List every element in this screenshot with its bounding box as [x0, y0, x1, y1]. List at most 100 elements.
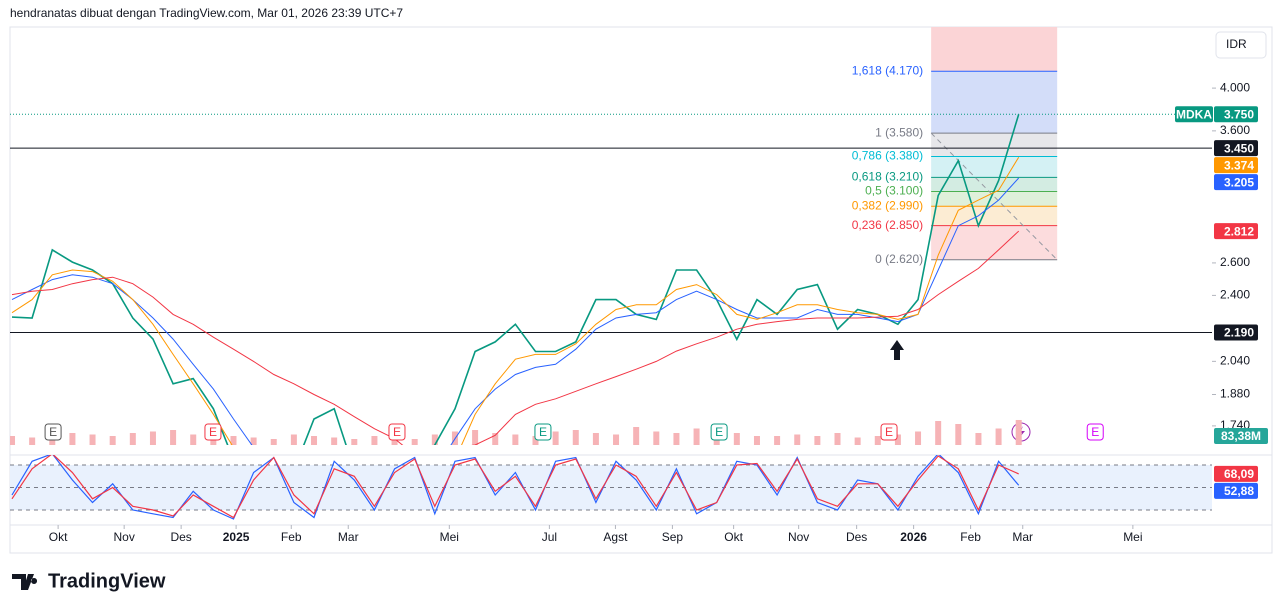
logo — [12, 574, 38, 590]
volume-bar — [633, 427, 640, 445]
volume-bar — [794, 434, 801, 445]
x-tick-label: Mei — [440, 530, 459, 544]
volume-bar — [250, 437, 257, 445]
header: hendranatas dibuat dengan TradingView.co… — [10, 6, 403, 20]
volume-bar — [331, 437, 338, 445]
price-label: 3.205 — [1224, 175, 1254, 189]
fib-zone — [931, 191, 1058, 207]
price-label-box — [1214, 157, 1258, 174]
moving-average — [11, 177, 1020, 445]
volume-bar — [894, 434, 901, 445]
volume-bar — [653, 431, 660, 445]
volume-bar — [1015, 419, 1022, 445]
volume-bar — [149, 431, 156, 445]
volume-bar — [774, 436, 781, 445]
event-icon — [388, 423, 406, 441]
fib-label: 0 (2.620) — [875, 252, 923, 266]
price-label: 2.812 — [1224, 224, 1254, 238]
volume-bar — [270, 439, 277, 445]
fib-zone — [931, 133, 1058, 157]
y-tick-label: 2.400 — [1220, 288, 1250, 302]
y-tick-label: 2.040 — [1220, 354, 1250, 368]
symbol-box — [1175, 106, 1213, 123]
volume-bar — [492, 433, 499, 445]
x-tick-label: Nov — [113, 530, 134, 544]
event-icon — [534, 423, 552, 441]
y-tick-label: 2.600 — [1220, 255, 1250, 269]
event-label: E — [1091, 425, 1099, 439]
stoch-label-box — [1214, 482, 1258, 499]
volume-bar — [29, 437, 36, 445]
volume-bar — [371, 436, 378, 445]
volume-bar — [955, 424, 962, 445]
price-label: 2.190 — [1224, 326, 1254, 340]
fib-zone — [931, 206, 1058, 226]
event-icon — [880, 423, 898, 441]
price-label-box — [1214, 106, 1258, 123]
stoch-label: 68,09 — [1224, 467, 1254, 481]
fib-label: 0,382 (2.990) — [852, 198, 923, 212]
volume-bar — [10, 436, 16, 445]
volume-bar — [230, 436, 237, 445]
volume-bar — [572, 430, 579, 445]
volume-bar — [975, 433, 982, 445]
currency-box — [1215, 31, 1267, 59]
volume-bar — [190, 434, 197, 445]
stoch-label: 52,88 — [1224, 484, 1254, 498]
symbol-label: MDKA — [1176, 107, 1212, 121]
volume-bar — [874, 436, 881, 445]
price-line — [11, 114, 1020, 445]
price-label-box — [1214, 174, 1258, 191]
x-tick-label: Mei — [1123, 530, 1142, 544]
volume-bar — [693, 428, 700, 445]
fib-label: 0,5 (3.100) — [865, 184, 923, 198]
volume-bar — [935, 421, 942, 445]
event-icon — [204, 423, 222, 441]
fib-label: 1,618 (4.170) — [852, 63, 923, 77]
x-tick-label: Des — [846, 530, 867, 544]
x-tick-label: Mar — [1012, 530, 1033, 544]
stoch-label-box — [1214, 465, 1258, 482]
fib-label: 0,618 (3.210) — [852, 170, 923, 184]
volume-bar — [512, 434, 519, 445]
x-tick-label: Okt — [49, 530, 68, 544]
frame — [9, 26, 1273, 554]
price-label-box — [1214, 140, 1258, 157]
x-tick-label: Okt — [724, 530, 743, 544]
event-label: E — [539, 425, 547, 439]
price-label-box — [1214, 223, 1258, 240]
currency: IDR — [1226, 37, 1247, 51]
stoch-pane — [10, 455, 1212, 520]
price-label-box — [1214, 324, 1258, 341]
volume-bar — [915, 431, 922, 445]
volume-bar — [391, 437, 398, 445]
volume-label-box — [1214, 428, 1268, 444]
volume-bar — [834, 433, 841, 445]
volume-bar — [411, 439, 418, 445]
event-label: E — [715, 425, 723, 439]
event-label: E — [49, 425, 57, 439]
y-tick-label: 1.880 — [1220, 387, 1250, 401]
x-tick-label: Sep — [662, 530, 684, 544]
volume-bar — [129, 433, 136, 445]
volume-bar — [290, 434, 297, 445]
price-label: 3.450 — [1224, 141, 1254, 155]
volume-bar — [311, 436, 318, 445]
volume-bar — [673, 433, 680, 445]
moving-average — [11, 230, 1020, 445]
x-tick-label: Mar — [338, 530, 359, 544]
x-tick-label: Feb — [281, 530, 302, 544]
volume-bar — [69, 433, 76, 445]
x-tick-label: Feb — [960, 530, 981, 544]
volume-bar — [472, 430, 479, 445]
price-pane — [10, 27, 1212, 445]
fib-zone — [931, 71, 1058, 134]
fib-trend — [930, 132, 1058, 261]
stoch-line — [11, 455, 1019, 519]
volume-bar — [592, 433, 599, 445]
x-tick-label: Agst — [603, 530, 628, 544]
fib-label: 1 (3.580) — [875, 125, 923, 139]
volume-bar — [753, 436, 760, 445]
